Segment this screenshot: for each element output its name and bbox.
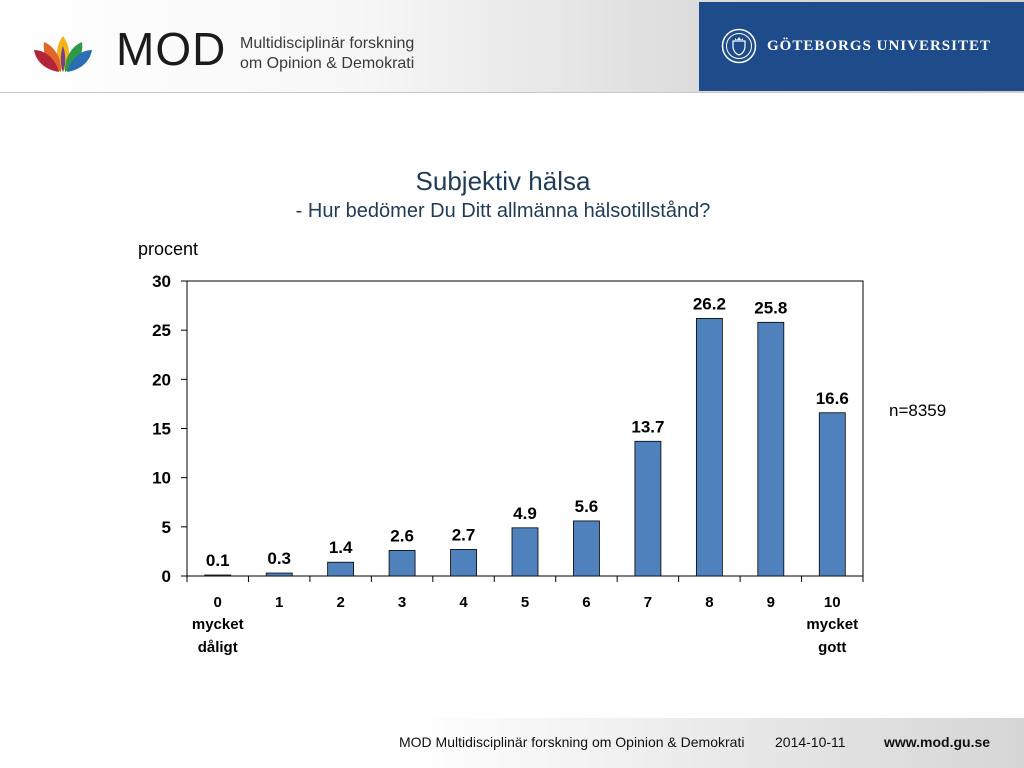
bar (818, 412, 846, 577)
x-tick-label: 0 (214, 594, 222, 611)
university-seal-icon (721, 28, 757, 64)
data-label: 13.7 (631, 417, 664, 436)
y-tick-label: 5 (162, 518, 171, 537)
data-label: 2.6 (390, 526, 414, 545)
chart-subtitle: - Hur bedömer Du Ditt allmänna hälsotill… (295, 200, 711, 222)
data-label: 16.6 (816, 389, 849, 408)
x-tick-sublabel: mycket (806, 616, 858, 633)
y-tick-label: 0 (162, 567, 171, 586)
bar (204, 574, 232, 577)
header-banner: MOD Multidisciplinär forskning om Opinio… (0, 0, 1024, 93)
mod-logo-subtitle-line2: om Opinion & Demokrati (240, 55, 415, 72)
bar (757, 321, 785, 577)
x-tick-label: 1 (275, 594, 283, 611)
data-label: 1.4 (329, 538, 353, 557)
footer-url[interactable]: www.mod.gu.se (884, 734, 991, 750)
university-name: GÖTEBORGS UNIVERSITET (767, 38, 991, 54)
university-banner: GÖTEBORGS UNIVERSITET (699, 2, 1024, 91)
x-tick-label: 9 (767, 594, 775, 611)
bar (388, 550, 416, 577)
mod-logo-text: MOD (116, 23, 227, 75)
bar (573, 520, 600, 577)
mod-flower-logo-icon (34, 36, 92, 72)
data-label: 0.3 (267, 549, 291, 568)
data-label: 26.2 (693, 294, 726, 313)
y-tick-label: 15 (152, 420, 171, 439)
bar (265, 572, 293, 577)
footer-organization: MOD Multidisciplinär forskning om Opinio… (399, 734, 745, 750)
x-tick-label: 10 (824, 594, 841, 611)
y-tick-label: 20 (152, 370, 171, 389)
y-axis-label: procent (138, 239, 199, 259)
x-tick-label: 7 (644, 594, 652, 611)
x-tick-label: 6 (582, 594, 590, 611)
bar (695, 317, 723, 577)
mod-logo-subtitle: Multidisciplinär forskning om Opinion & … (240, 34, 414, 74)
bar (450, 549, 477, 577)
chart-title: Subjektiv hälsa (415, 166, 591, 196)
x-tick-sublabel: dåligt (198, 639, 238, 656)
data-label: 25.8 (754, 298, 787, 317)
bar (511, 527, 539, 577)
x-tick-label: 4 (459, 594, 468, 611)
footer-date: 2014-10-11 (775, 734, 846, 750)
bar (634, 440, 662, 577)
data-label: 5.6 (575, 497, 599, 516)
x-tick-label: 3 (398, 594, 406, 611)
x-tick-sublabel: mycket (192, 616, 244, 633)
sample-size-note: n=8359 (889, 401, 947, 420)
data-label: 2.7 (452, 525, 476, 544)
y-tick-label: 30 (152, 272, 171, 291)
x-tick-sublabel: gott (818, 639, 846, 656)
mod-logo-subtitle-line1: Multidisciplinär forskning (240, 35, 415, 52)
footer: MOD Multidisciplinär forskning om Opinio… (0, 718, 1024, 768)
x-tick-label: 2 (336, 594, 344, 611)
x-tick-label: 5 (521, 594, 529, 611)
data-label: 4.9 (513, 504, 537, 523)
y-tick-label: 25 (152, 321, 171, 340)
x-tick-label: 8 (705, 594, 713, 611)
data-label: 0.1 (206, 551, 230, 570)
y-tick-label: 10 (152, 469, 171, 488)
bar (327, 561, 355, 577)
